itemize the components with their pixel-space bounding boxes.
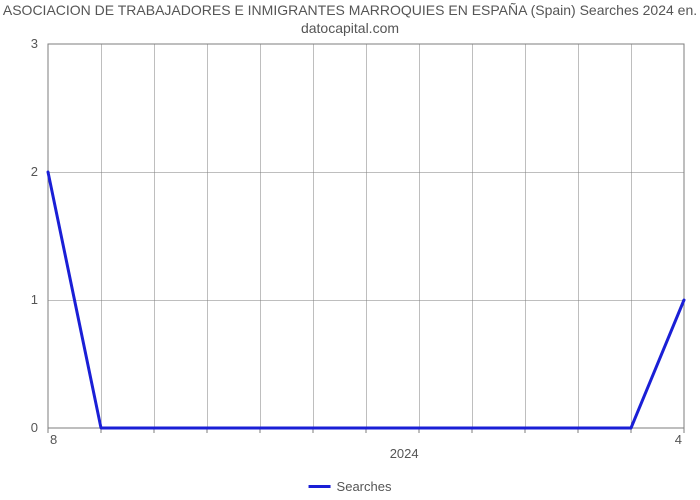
legend-swatch bbox=[309, 485, 331, 488]
legend: Searches bbox=[309, 479, 392, 494]
chart-container: ASOCIACION DE TRABAJADORES E INMIGRANTES… bbox=[0, 0, 700, 500]
chart-title-line2: datocapital.com bbox=[301, 20, 399, 36]
chart-svg: 0 1 2 3 8 4 2024 bbox=[0, 0, 700, 500]
chart-title-line1: ASOCIACION DE TRABAJADORES E INMIGRANTES… bbox=[3, 2, 697, 18]
svg-text:1: 1 bbox=[31, 292, 38, 307]
svg-text:8: 8 bbox=[50, 432, 57, 447]
svg-text:0: 0 bbox=[31, 420, 38, 435]
svg-text:2: 2 bbox=[31, 164, 38, 179]
svg-text:2024: 2024 bbox=[390, 446, 419, 461]
legend-label: Searches bbox=[337, 479, 392, 494]
svg-text:3: 3 bbox=[31, 36, 38, 51]
svg-text:4: 4 bbox=[675, 432, 682, 447]
chart-title: ASOCIACION DE TRABAJADORES E INMIGRANTES… bbox=[0, 2, 700, 37]
